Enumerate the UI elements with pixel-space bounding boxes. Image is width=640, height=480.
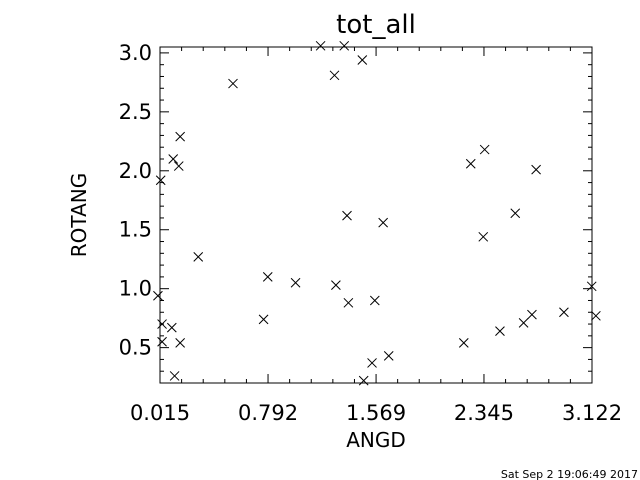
data-point	[168, 154, 179, 164]
data-point	[157, 336, 167, 347]
data-point	[153, 290, 163, 301]
chart-title: tot_all	[336, 10, 416, 40]
y-tick-label: 2.0	[119, 159, 152, 183]
data-point	[559, 307, 569, 318]
x-tick-label: 2.345	[454, 401, 514, 425]
data-point	[458, 338, 469, 348]
data-point	[339, 40, 350, 51]
data-point	[262, 272, 273, 282]
data-point	[169, 371, 180, 381]
data-point	[527, 309, 537, 320]
data-point	[478, 231, 489, 242]
data-point	[342, 210, 352, 221]
data-point	[166, 322, 177, 333]
data-point	[378, 217, 389, 228]
data-point	[329, 70, 340, 81]
y-tick-labels: 0.5 1.0 1.5 2.0 2.5 3.0	[119, 41, 152, 360]
data-point	[290, 277, 301, 288]
data-point	[479, 144, 490, 155]
data-point	[357, 55, 368, 65]
data-point	[175, 131, 186, 142]
x-tick-labels: 0.015 0.792 1.569 2.345 3.122	[130, 401, 622, 425]
timestamp: Sat Sep 2 19:06:49 2017	[501, 468, 638, 480]
data-point	[586, 281, 597, 292]
data-point	[315, 40, 326, 51]
data-point	[331, 280, 341, 291]
plot-frame	[159, 46, 593, 384]
data-point	[495, 326, 505, 336]
x-tick-label: 3.122	[562, 401, 622, 425]
data-point	[175, 338, 186, 348]
x-tick-label: 1.569	[346, 401, 406, 425]
data-point	[367, 358, 377, 368]
data-point	[510, 208, 521, 219]
y-tick-label: 0.5	[119, 336, 152, 360]
x-axis-label: ANGD	[346, 428, 406, 452]
data-point	[383, 351, 394, 361]
data-point	[173, 161, 184, 171]
y-tick-label: 1.5	[119, 218, 152, 242]
data-point	[358, 375, 369, 386]
data-point	[531, 164, 541, 175]
data-point	[591, 310, 601, 321]
data-point	[369, 295, 380, 306]
y-tick-label: 3.0	[119, 41, 152, 65]
data-point	[518, 318, 529, 328]
y-tick-label: 2.5	[119, 100, 152, 124]
data-point	[343, 297, 354, 308]
x-tick-label: 0.015	[130, 401, 190, 425]
x-tick-label: 0.792	[238, 401, 298, 425]
axis-ticks	[159, 47, 593, 384]
data-point	[228, 78, 238, 89]
y-axis-label: ROTANG	[67, 173, 91, 257]
data-point	[465, 158, 476, 169]
y-tick-label: 1.0	[119, 277, 152, 301]
data-point	[155, 175, 166, 186]
data-point	[157, 319, 167, 329]
data-points	[153, 40, 601, 386]
data-point	[193, 251, 204, 262]
data-point	[258, 314, 269, 325]
